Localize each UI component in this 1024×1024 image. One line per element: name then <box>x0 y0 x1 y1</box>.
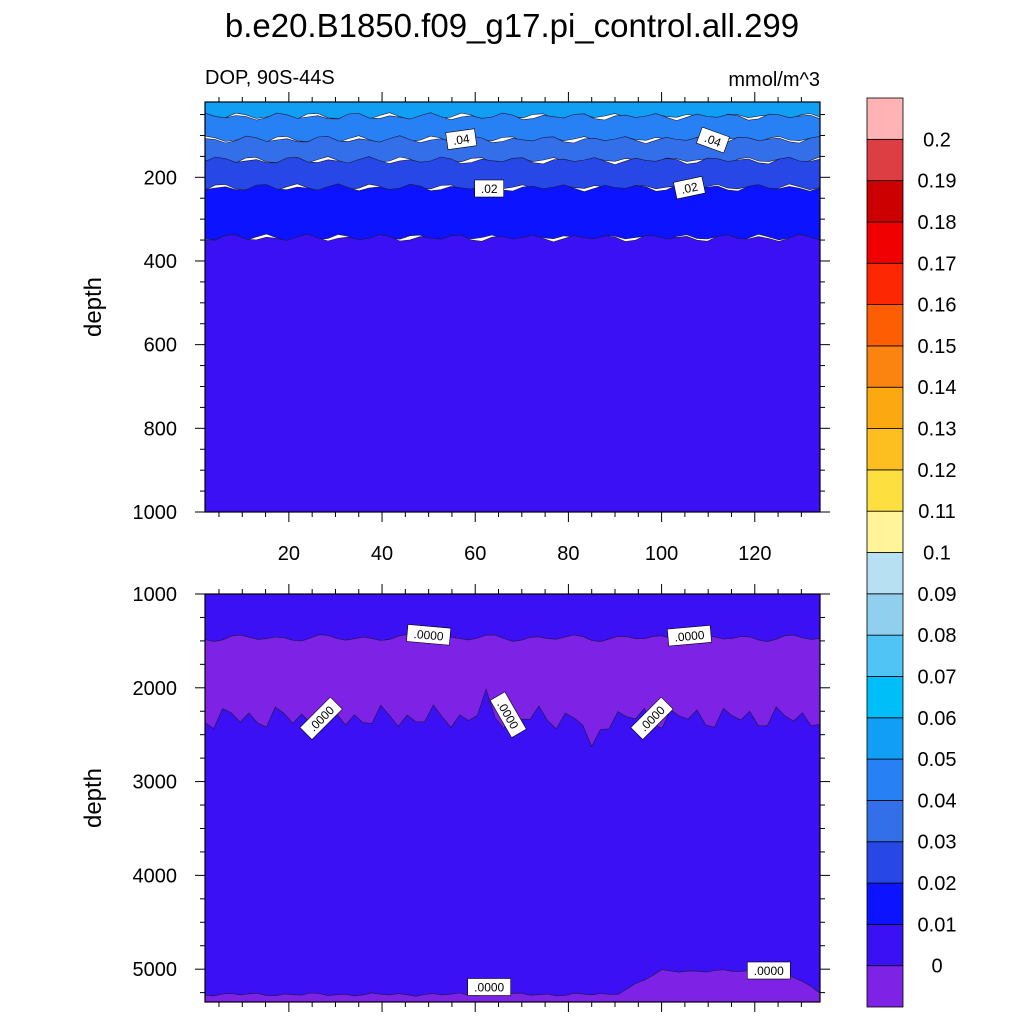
contour-label-text: .0000 <box>754 964 784 978</box>
y-tick-label: 400 <box>144 251 177 273</box>
variable-label: DOP, 90S-44S <box>205 67 335 89</box>
colorbar-swatch <box>866 676 904 719</box>
contour-band-upper <box>205 135 820 165</box>
contour-label-text: .0000 <box>674 628 705 645</box>
colorbar-label: 0.07 <box>918 667 957 689</box>
colorbar-label: 0.08 <box>918 625 957 647</box>
y-tick-label: 4000 <box>133 865 178 887</box>
colorbar-label: 0.18 <box>918 212 957 234</box>
colorbar-swatch <box>866 510 904 553</box>
y-axis-label: depth <box>80 277 107 337</box>
contour-label-text: .04 <box>452 132 471 148</box>
contour-label: .0000 <box>746 961 791 980</box>
colorbar-swatch <box>866 345 904 388</box>
x-tick-label: 60 <box>464 543 486 565</box>
x-tick-label: 40 <box>371 543 393 565</box>
x-tick-label: 120 <box>738 543 771 565</box>
colorbar-swatch <box>866 138 904 182</box>
colorbar-label: 0 <box>931 956 942 978</box>
contour-label: .0000 <box>406 624 452 646</box>
y-tick-label: 1000 <box>133 502 178 524</box>
contour-band-upper <box>205 156 820 193</box>
colorbar-swatch <box>866 304 904 347</box>
y-tick-label: 3000 <box>133 772 178 794</box>
colorbar-label: 0.19 <box>918 171 957 193</box>
colorbar-label: 0.13 <box>918 419 957 441</box>
colorbar: 0 0.01 0.02 0.03 0.04 0.05 0.06 0.07 0.08 0.09 0.1… <box>866 97 957 1008</box>
colorbar-swatch <box>866 800 904 843</box>
contour-label: .02 <box>673 176 706 200</box>
contour-label-text: .04 <box>703 131 724 150</box>
colorbar-swatch <box>866 552 904 595</box>
colorbar-swatch <box>866 882 904 925</box>
chart-title: b.e20.B1850.f09_g17.pi_control.all.299 <box>225 7 799 44</box>
y-tick-label: 600 <box>144 335 177 357</box>
contour-label-text: .02 <box>481 182 498 196</box>
colorbar-label: 0.03 <box>918 832 957 854</box>
lower-panel: 1000 2000 3000 4000 5000 depth .0000 .0000 .0000… <box>80 584 830 1012</box>
colorbar-swatch <box>866 923 904 967</box>
contour-label: .0000 <box>467 978 512 996</box>
contour-band-lower-bottom <box>205 969 820 1002</box>
upper-plot-frame <box>204 101 821 513</box>
colorbar-label: 0.01 <box>918 914 957 936</box>
colorbar-label: 0.2 <box>923 129 951 151</box>
colorbar-swatch <box>866 180 904 223</box>
colorbar-label: 0.04 <box>918 790 957 812</box>
colorbar-label: 0.12 <box>918 460 957 482</box>
colorbar-swatch <box>866 428 904 471</box>
contour-label: .0000 <box>666 625 712 647</box>
colorbar-swatch <box>866 221 904 264</box>
contour-band-upper <box>205 183 820 243</box>
y-axis-label: depth <box>80 768 107 828</box>
colorbar-label: 0.06 <box>918 708 957 730</box>
contour-label: .02 <box>474 179 505 198</box>
x-tick-label: 100 <box>645 543 678 565</box>
colorbar-label: 0.02 <box>918 873 957 895</box>
x-tick-label: 20 <box>278 543 300 565</box>
colorbar-swatch <box>866 262 904 305</box>
contour-label-text: .0000 <box>474 981 504 995</box>
colorbar-label: 0.16 <box>918 295 957 317</box>
colorbar-swatch <box>866 469 904 512</box>
contour-label: .04 <box>696 126 730 154</box>
x-tick-label: 80 <box>557 543 579 565</box>
colorbar-swatch <box>866 965 904 1008</box>
colorbar-swatch <box>866 841 904 884</box>
y-tick-label: 5000 <box>133 959 178 981</box>
colorbar-swatch <box>866 593 904 636</box>
colorbar-label: 0.09 <box>918 584 957 606</box>
upper-panel: 20 40 60 80 100 120 200 400 600 800 1000 depth .04 .0… <box>80 92 830 565</box>
colorbar-swatch <box>866 386 904 429</box>
y-tick-label: 800 <box>144 418 177 440</box>
colorbar-label: 0.11 <box>918 501 955 523</box>
colorbar-label: 0.14 <box>918 377 957 399</box>
y-tick-label: 200 <box>144 167 177 189</box>
colorbar-label: 0.05 <box>918 749 957 771</box>
colorbar-label: 0.17 <box>918 253 957 275</box>
contour-label-text: .0000 <box>413 627 444 644</box>
colorbar-swatch <box>866 758 904 801</box>
contour-label: .04 <box>445 128 478 150</box>
lower-plot-frame <box>204 593 821 1003</box>
colorbar-label: 0.1 <box>923 543 951 565</box>
y-tick-label: 2000 <box>133 678 178 700</box>
y-tick-label: 1000 <box>133 584 178 606</box>
contour-band-upper <box>205 233 820 512</box>
colorbar-label: 0.15 <box>918 336 957 358</box>
colorbar-swatch <box>866 717 904 760</box>
contour-label-text: .02 <box>680 180 700 197</box>
units-label: mmol/m^3 <box>728 69 820 91</box>
colorbar-swatch <box>866 634 904 677</box>
colorbar-swatch <box>866 97 904 140</box>
